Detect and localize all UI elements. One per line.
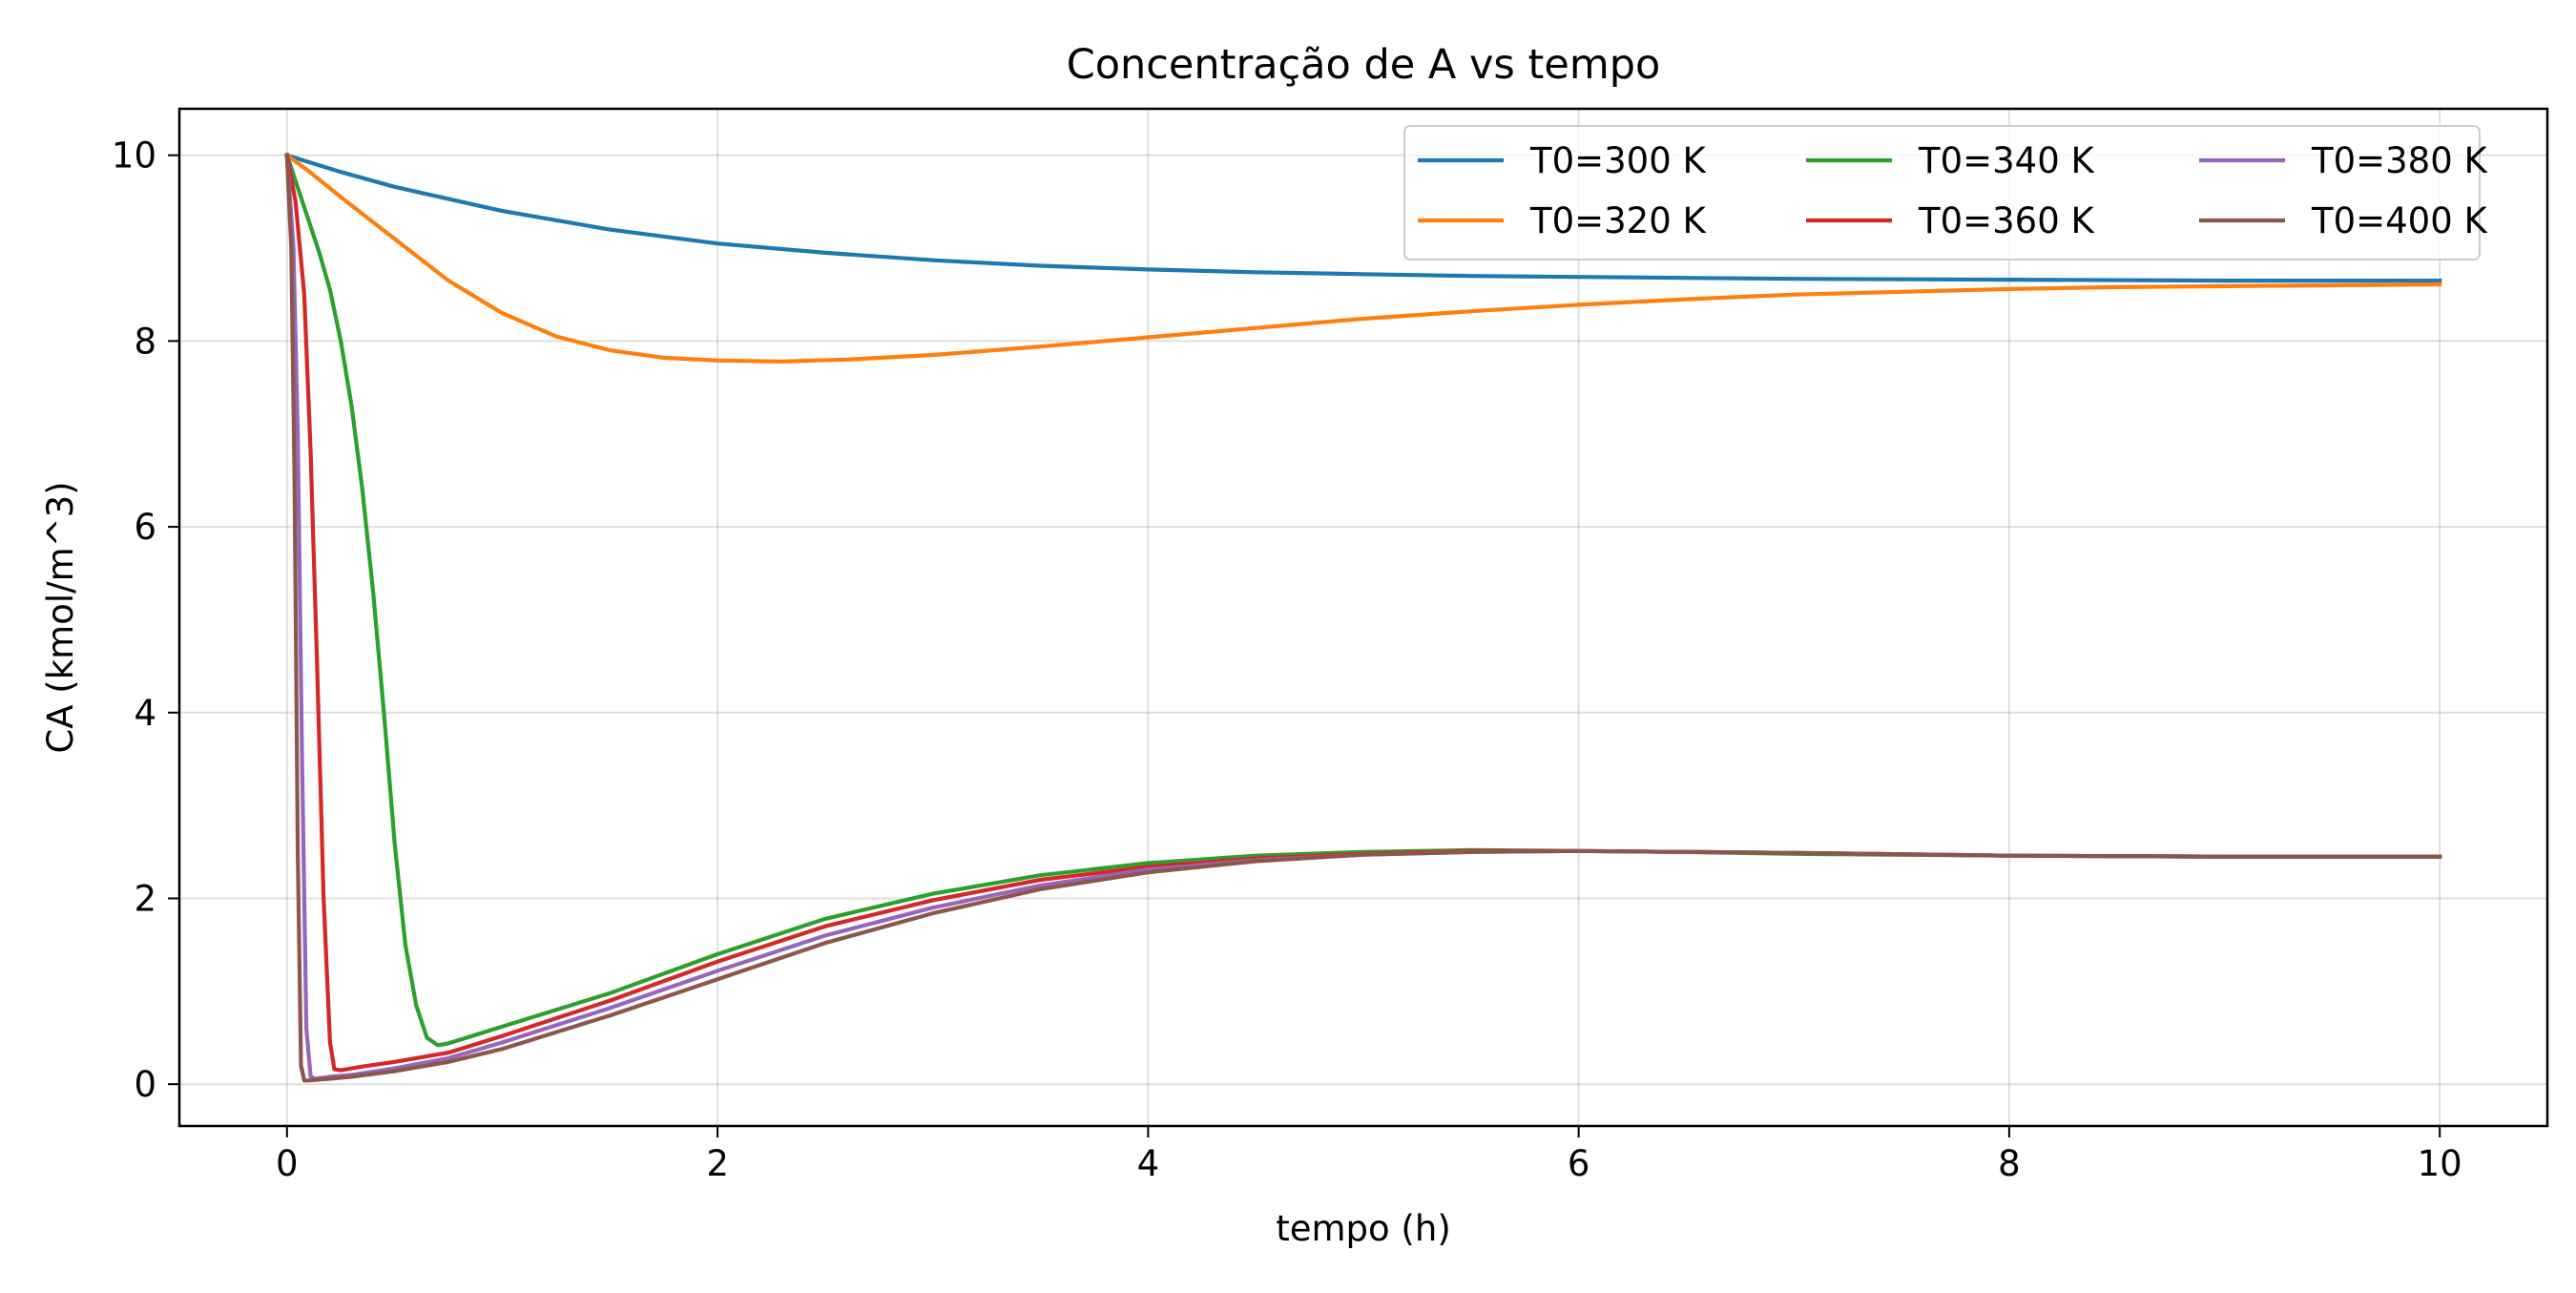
y-tick-label: 10 [112, 136, 156, 177]
axis-ticks: 0 2 4 6 8 10 0 2 4 6 8 10 [112, 136, 2462, 1184]
legend-label: T0=300 K [1529, 140, 1708, 181]
y-axis-label: CA (kmol/m^3) [40, 481, 81, 753]
legend: T0=300 K T0=320 K T0=340 K T0=360 K T0=380 K… [1403, 125, 2489, 261]
y-tick-label: 6 [134, 507, 156, 548]
x-tick-label: 4 [1137, 1143, 1160, 1184]
x-tick-label: 2 [706, 1143, 729, 1184]
series-lines [283, 152, 2442, 1083]
x-tick-label: 6 [1568, 1143, 1590, 1184]
x-tick-label: 10 [2418, 1143, 2462, 1184]
legend-label: T0=400 K [2311, 200, 2489, 241]
legend-label: T0=380 K [2311, 140, 2489, 181]
x-tick-label: 8 [1998, 1143, 2021, 1184]
series-line-6 [284, 153, 2442, 1083]
y-tick-label: 2 [134, 878, 156, 919]
legend-label: T0=360 K [1918, 200, 2096, 241]
legend-label: T0=340 K [1918, 140, 2096, 181]
x-tick-label: 0 [276, 1143, 299, 1184]
y-tick-label: 0 [134, 1064, 156, 1105]
y-tick-label: 8 [134, 321, 156, 362]
y-tick-label: 4 [134, 693, 156, 734]
chart-title: Concentração de A vs tempo [1067, 41, 1661, 89]
x-axis-label: tempo (h) [1276, 1208, 1451, 1249]
series-line-2 [283, 152, 2442, 364]
legend-label: T0=320 K [1529, 200, 1708, 241]
plot-frame [177, 107, 2549, 1128]
series-line-1 [284, 153, 2442, 283]
